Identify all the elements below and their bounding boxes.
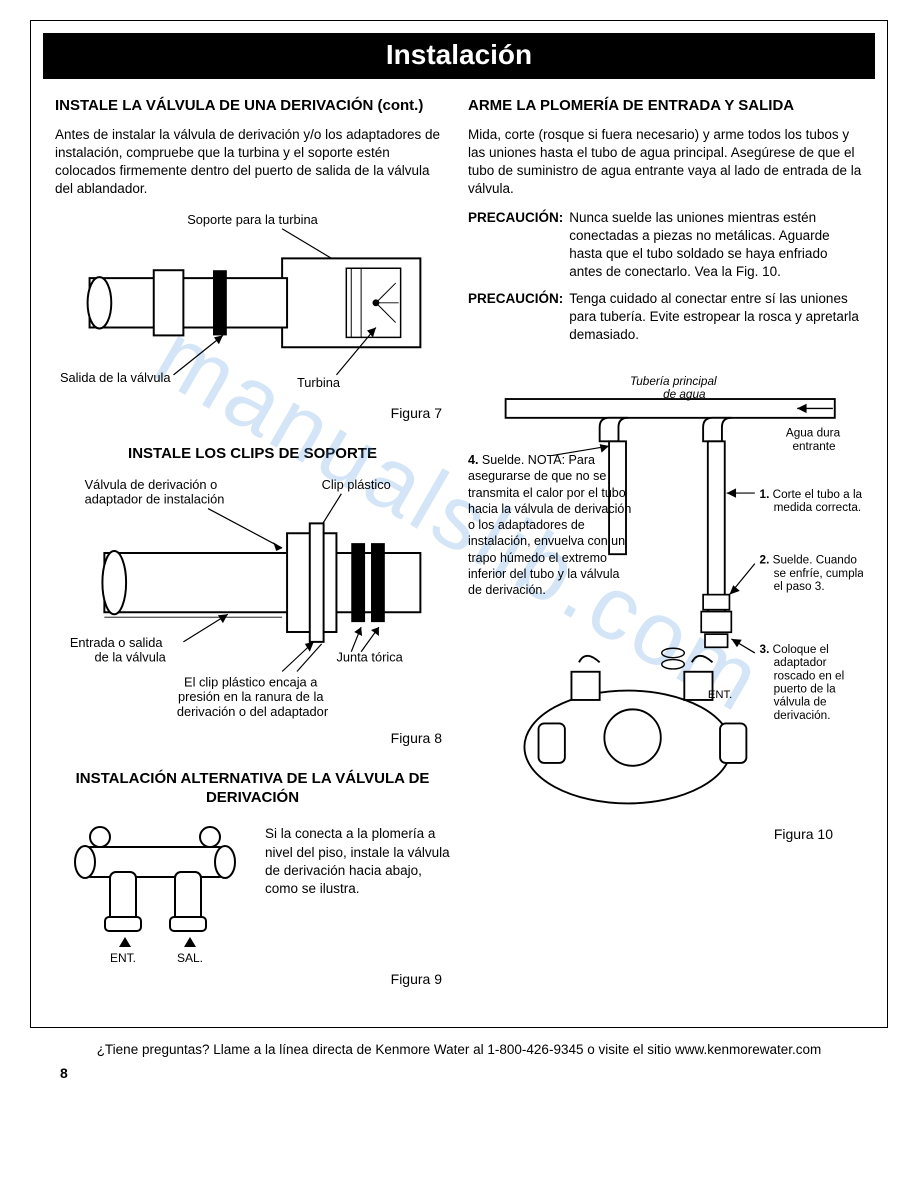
page-title: Instalación — [43, 33, 875, 79]
figure-7: Soporte para la turbina — [55, 209, 450, 422]
section-heading-valve: INSTALE LA VÁLVULA DE UNA DERIVACIÓN (co… — [55, 97, 450, 116]
valve-paragraph: Antes de instalar la válvula de derivaci… — [55, 126, 450, 199]
fig10-label-hard: Agua dura entrante — [786, 427, 843, 453]
fig9-caption: Figura 9 — [55, 971, 442, 987]
fig9-label-ent: ENT. — [110, 951, 136, 965]
fig8-label-br: Junta tórica — [336, 650, 403, 665]
figure-10: Tubería principal de agua Agua dura — [468, 352, 863, 842]
fig8-label-bottom: El clip plástico encaja a presión en la … — [177, 674, 329, 719]
right-column: ARME LA PLOMERÍA DE ENTRADA Y SALIDA Mid… — [468, 97, 863, 987]
fig10-step4: 4. Suelde. NOTA: Para asegurarse de que … — [468, 452, 633, 598]
fig8-label-tl: Válvula de derivación o adaptador de ins… — [85, 477, 225, 507]
footer-text: ¿Tiene preguntas? Llame a la línea direc… — [30, 1042, 888, 1057]
caution-2-body: Tenga cuidado al conectar entre sí las u… — [569, 290, 863, 345]
fig8-label-bl: Entrada o salida de la válvula — [70, 635, 167, 665]
fig9-label-sal: SAL. — [177, 951, 203, 965]
caution-2: PRECAUCIÓN: Tenga cuidado al conectar en… — [468, 290, 863, 345]
fig8-caption: Figura 8 — [55, 730, 442, 746]
page-number: 8 — [30, 1065, 888, 1081]
caution-1-body: Nunca suelde las uniones mientras estén … — [569, 209, 863, 282]
fig10-label-ent: ENT. — [708, 689, 732, 701]
section-heading-clips: INSTALE LOS CLIPS DE SOPORTE — [55, 445, 450, 464]
fig7-label-turbine: Turbina — [297, 374, 341, 389]
section-heading-plumbing: ARME LA PLOMERÍA DE ENTRADA Y SALIDA — [468, 97, 863, 116]
fig7-label-support: Soporte para la turbina — [187, 211, 318, 226]
fig9-text: Si la conecta a la plomería a nivel del … — [265, 825, 450, 898]
page-frame: manualslib.com Instalación INSTALE LA VÁ… — [30, 20, 888, 1028]
caution-1-label: PRECAUCIÓN: — [468, 209, 563, 282]
fig8-label-tr: Clip plástico — [322, 477, 391, 492]
plumbing-paragraph: Mida, corte (rosque si fuera necesario) … — [468, 126, 863, 199]
fig10-step1: 1. Corte el tubo a la medida correcta. — [760, 488, 863, 514]
caution-2-label: PRECAUCIÓN: — [468, 290, 563, 345]
figure-8: Válvula de derivación o adaptador de ins… — [55, 474, 450, 746]
caution-1: PRECAUCIÓN: Nunca suelde las uniones mie… — [468, 209, 863, 282]
left-column: INSTALE LA VÁLVULA DE UNA DERIVACIÓN (co… — [55, 97, 450, 987]
fig7-caption: Figura 7 — [55, 405, 442, 421]
fig10-label-main: Tubería principal de agua — [630, 375, 720, 401]
fig7-label-outlet: Salida de la válvula — [60, 369, 171, 384]
section-heading-alt: INSTALACIÓN ALTERNATIVA DE LA VÁLVULA DE… — [55, 770, 450, 808]
figure-9: ENT. SAL. Si la conecta a la plomería a … — [55, 817, 450, 967]
fig10-step3: 3. Coloque el adaptador roscado en el pu… — [760, 643, 848, 722]
fig10-step2: 2. Suelde. Cuando se enfríe, cumpla el p… — [760, 554, 863, 593]
fig10-caption: Figura 10 — [468, 826, 833, 842]
